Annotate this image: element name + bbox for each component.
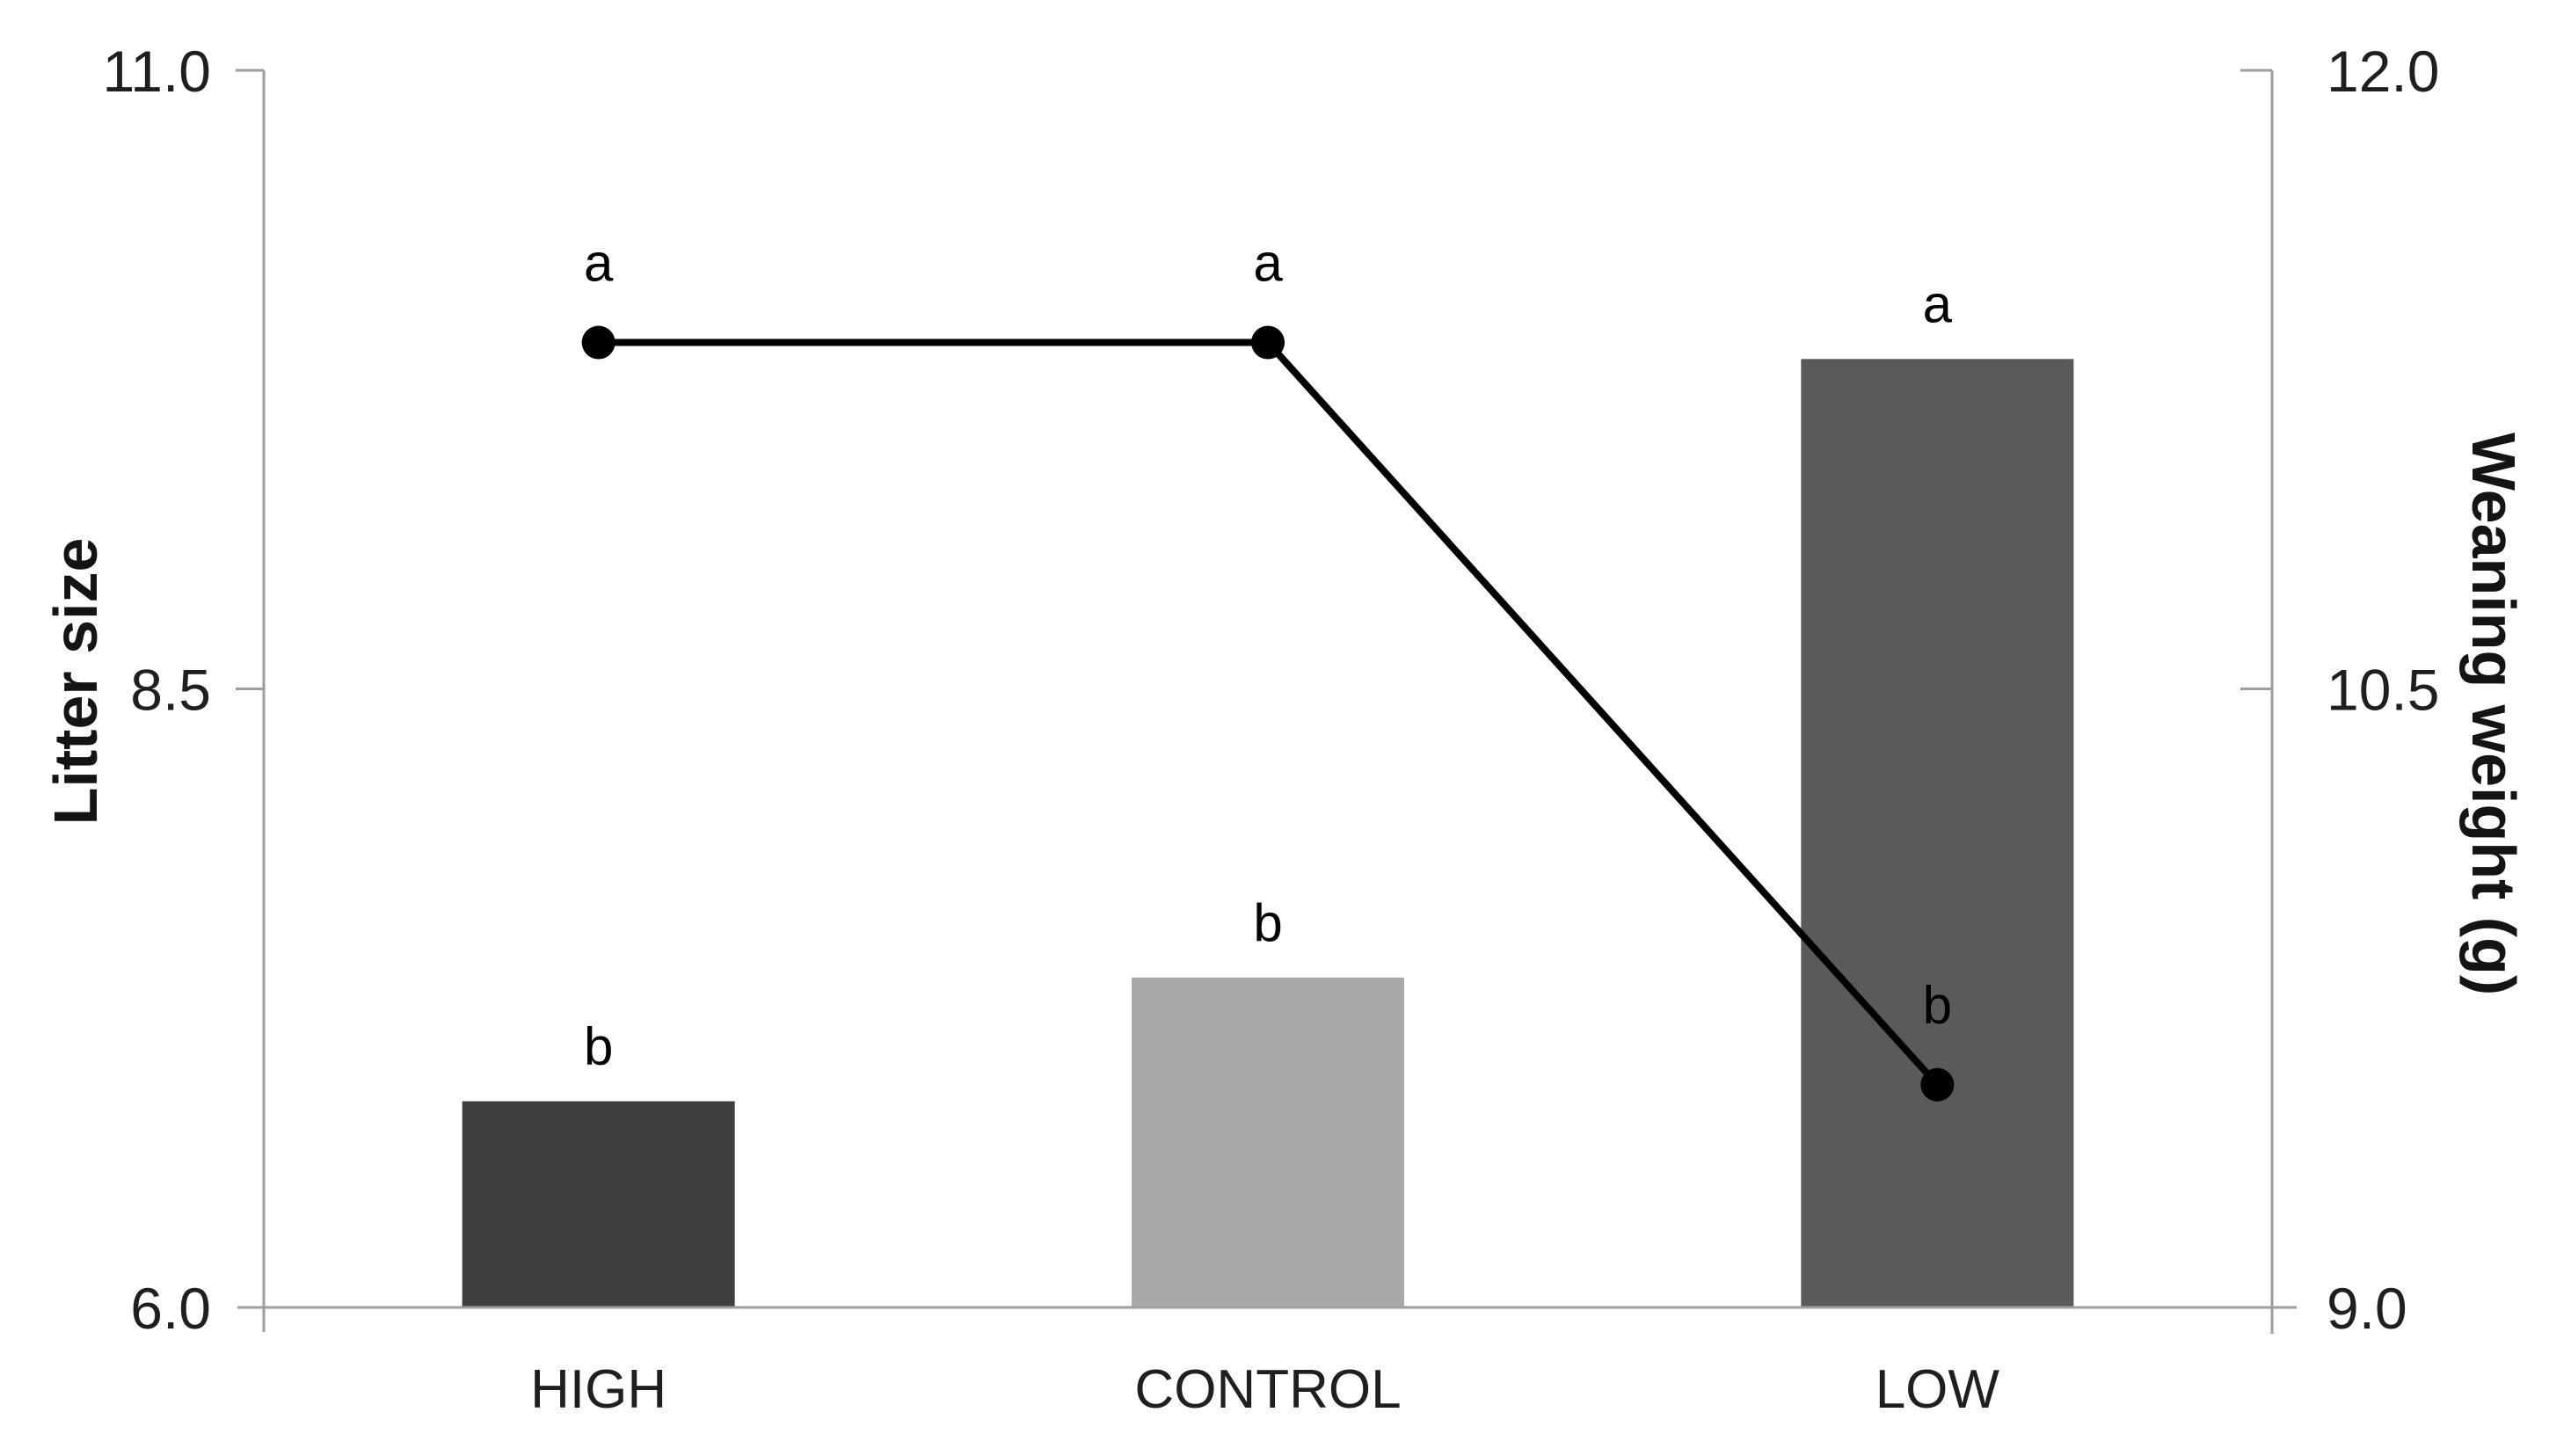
line-letter-high: a — [584, 234, 614, 293]
left-axis-tick-label: 8.5 — [130, 658, 211, 723]
axes-group — [236, 69, 2297, 1334]
right-axis-tick-label: 12.0 — [2327, 39, 2439, 104]
bar-letter-high: b — [584, 1017, 613, 1076]
right-axis-title: Weaning weight (g) — [2459, 433, 2528, 995]
left-axis-tick-label: 11.0 — [102, 39, 211, 104]
bar-letter-low: a — [1923, 274, 1953, 333]
bar-letter-control: b — [1253, 893, 1282, 952]
bar-series-group — [462, 359, 2074, 1307]
left-axis-title: Litter size — [41, 538, 110, 826]
marker-high — [581, 325, 615, 360]
significance-letters: b b a a a b — [584, 234, 1953, 1076]
category-label-low: LOW — [1875, 1359, 2000, 1420]
left-axis-tick-label: 6.0 — [130, 1276, 211, 1341]
right-axis-tick-label: 10.5 — [2327, 658, 2439, 723]
marker-control — [1251, 325, 1285, 360]
left-axis-tick-labels: 6.0 8.5 11.0 — [102, 39, 211, 1341]
marker-low — [1920, 1067, 1955, 1102]
bar-high — [462, 1101, 735, 1307]
line-series-group — [581, 325, 1955, 1102]
category-label-high: HIGH — [530, 1359, 666, 1420]
right-axis-tick-label: 9.0 — [2327, 1276, 2407, 1341]
x-axis-category-labels: HIGH CONTROL LOW — [530, 1359, 1999, 1420]
bar-control — [1132, 977, 1404, 1307]
category-label-control: CONTROL — [1134, 1359, 1401, 1420]
bar-low — [1801, 359, 2074, 1307]
line-letter-control: a — [1253, 234, 1283, 293]
line-path — [598, 339, 1941, 1088]
right-axis-tick-labels: 9.0 10.5 12.0 — [2327, 39, 2439, 1341]
line-letter-low: b — [1923, 976, 1952, 1035]
